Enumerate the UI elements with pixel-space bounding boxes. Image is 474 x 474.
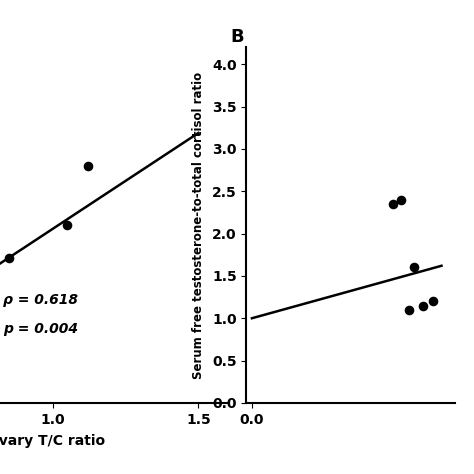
Text: B: B	[230, 28, 244, 46]
Point	[397, 196, 405, 203]
Point	[64, 221, 71, 229]
Point	[419, 302, 426, 310]
Text: p = 0.004: p = 0.004	[3, 322, 78, 336]
Text: ρ = 0.618: ρ = 0.618	[3, 293, 78, 307]
X-axis label: Salivary T/C ratio: Salivary T/C ratio	[0, 434, 106, 447]
Point	[84, 162, 91, 170]
Point	[5, 254, 12, 262]
Point	[389, 200, 397, 208]
Point	[429, 298, 437, 305]
Y-axis label: Serum free testosterone-to-total cortisol ratio: Serum free testosterone-to-total cortiso…	[192, 72, 205, 379]
Point	[405, 306, 413, 314]
Point	[410, 264, 418, 271]
